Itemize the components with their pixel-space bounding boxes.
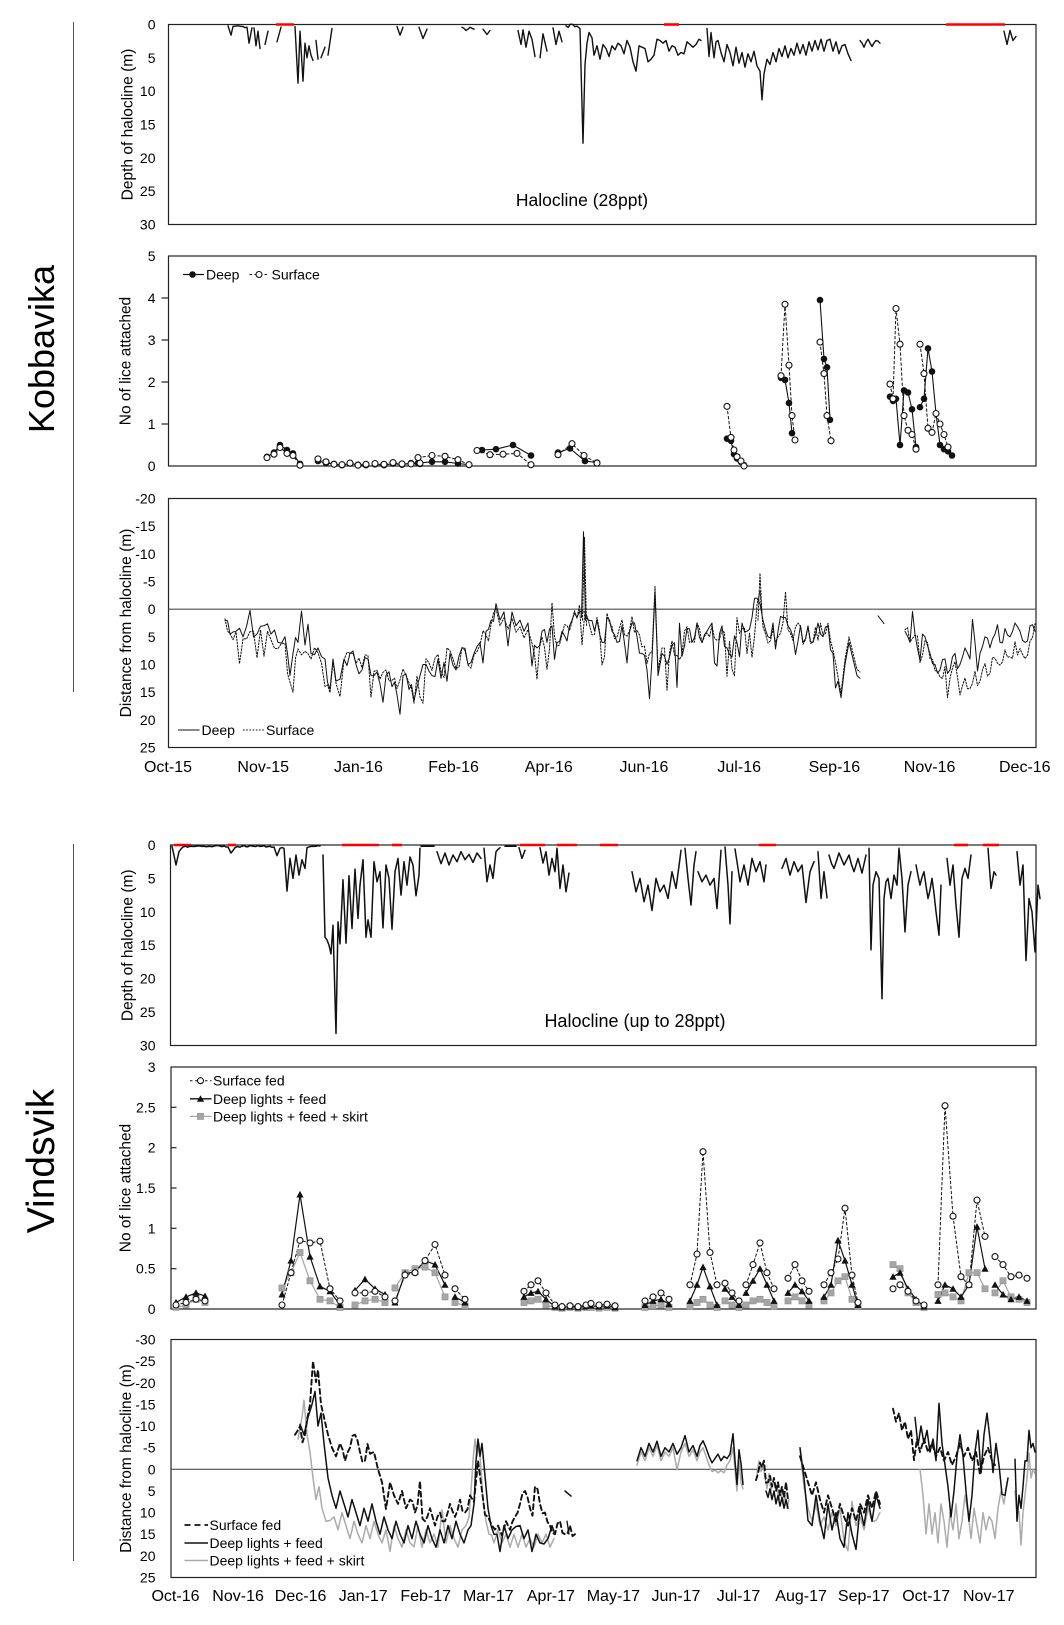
svg-text:15: 15: [140, 1526, 156, 1542]
svg-text:25: 25: [140, 1004, 156, 1020]
svg-text:-25: -25: [135, 1353, 155, 1369]
svg-text:Mar-17: Mar-17: [463, 1588, 514, 1605]
svg-text:20: 20: [140, 712, 156, 728]
svg-text:5: 5: [148, 870, 156, 886]
svg-text:3: 3: [148, 332, 156, 348]
svg-text:Depth of halocline (m): Depth of halocline (m): [120, 869, 137, 1021]
svg-text:Deep lights + feed + skirt: Deep lights + feed + skirt: [213, 1108, 368, 1124]
svg-text:-10: -10: [135, 1418, 155, 1434]
svg-text:Depth of halocline (m): Depth of halocline (m): [120, 49, 137, 201]
svg-text:25: 25: [140, 740, 156, 756]
svg-text:0: 0: [148, 458, 156, 474]
svg-text:10: 10: [140, 904, 156, 920]
svg-text:15: 15: [140, 937, 156, 953]
svg-text:-5: -5: [143, 1440, 156, 1456]
svg-text:0: 0: [148, 1301, 156, 1317]
svg-text:Vindsvik: Vindsvik: [20, 1088, 63, 1233]
svg-text:Aug-17: Aug-17: [775, 1588, 827, 1605]
svg-text:Distance from halocline (m): Distance from halocline (m): [118, 529, 135, 718]
svg-text:3: 3: [148, 1059, 156, 1075]
svg-text:May-17: May-17: [587, 1588, 640, 1605]
svg-text:Apr-16: Apr-16: [525, 759, 573, 776]
svg-text:No of lice attached: No of lice attached: [118, 297, 135, 425]
svg-text:Jan-17: Jan-17: [339, 1588, 388, 1605]
svg-text:Kobbavika: Kobbavika: [21, 264, 62, 433]
svg-text:Jun-17: Jun-17: [652, 1588, 701, 1605]
svg-text:Dec-16: Dec-16: [275, 1588, 327, 1605]
svg-text:Distance from halocline (m): Distance from halocline (m): [118, 1364, 135, 1553]
svg-text:1.5: 1.5: [136, 1180, 156, 1196]
svg-text:0: 0: [148, 17, 156, 33]
svg-text:Deep lights + feed: Deep lights + feed: [213, 1091, 326, 1107]
svg-text:10: 10: [140, 1505, 156, 1521]
svg-text:Nov-15: Nov-15: [237, 759, 289, 776]
svg-text:-15: -15: [135, 518, 155, 534]
svg-text:Halocline (up to 28ppt): Halocline (up to 28ppt): [544, 1011, 725, 1031]
svg-text:25: 25: [140, 183, 156, 199]
svg-text:Oct-15: Oct-15: [144, 759, 192, 776]
svg-text:-5: -5: [143, 574, 156, 590]
svg-text:Halocline (28ppt): Halocline (28ppt): [516, 190, 648, 210]
svg-text:Surface fed: Surface fed: [210, 1517, 282, 1533]
svg-text:20: 20: [140, 971, 156, 987]
svg-text:Nov-17: Nov-17: [963, 1588, 1015, 1605]
svg-text:Nov-16: Nov-16: [904, 759, 956, 776]
svg-text:2: 2: [148, 1140, 156, 1156]
svg-text:Jan-16: Jan-16: [334, 759, 383, 776]
svg-text:-30: -30: [135, 1332, 155, 1348]
svg-text:0: 0: [148, 601, 156, 617]
svg-text:0: 0: [148, 1461, 156, 1477]
svg-text:Feb-17: Feb-17: [400, 1588, 451, 1605]
svg-text:1: 1: [148, 416, 156, 432]
svg-text:Jun-16: Jun-16: [620, 759, 669, 776]
svg-text:Sep-16: Sep-16: [809, 759, 861, 776]
svg-text:1: 1: [148, 1220, 156, 1236]
svg-text:-20: -20: [135, 491, 155, 507]
svg-text:Deep: Deep: [202, 722, 236, 738]
svg-text:25: 25: [140, 1570, 156, 1586]
svg-text:20: 20: [140, 1548, 156, 1564]
svg-text:-15: -15: [135, 1396, 155, 1412]
svg-text:Nov-16: Nov-16: [212, 1588, 264, 1605]
svg-text:30: 30: [140, 217, 156, 233]
svg-text:Apr-17: Apr-17: [527, 1588, 575, 1605]
svg-text:Surface: Surface: [266, 722, 314, 738]
svg-text:-10: -10: [135, 546, 155, 562]
svg-text:Surface fed: Surface fed: [213, 1073, 285, 1089]
svg-text:Oct-17: Oct-17: [902, 1588, 950, 1605]
svg-text:Deep: Deep: [206, 267, 240, 283]
svg-text:2: 2: [148, 374, 156, 390]
svg-text:5: 5: [148, 629, 156, 645]
svg-text:2.5: 2.5: [136, 1099, 156, 1115]
svg-text:Deep lights + feed + skirt: Deep lights + feed + skirt: [210, 1553, 365, 1569]
svg-text:4: 4: [148, 290, 156, 306]
svg-text:Deep lights + feed: Deep lights + feed: [210, 1535, 323, 1551]
svg-text:15: 15: [140, 684, 156, 700]
svg-text:20: 20: [140, 150, 156, 166]
svg-text:0.5: 0.5: [136, 1261, 156, 1277]
svg-text:Feb-16: Feb-16: [428, 759, 479, 776]
svg-text:5: 5: [148, 50, 156, 66]
svg-text:-20: -20: [135, 1375, 155, 1391]
svg-text:0: 0: [148, 837, 156, 853]
svg-text:5: 5: [148, 1483, 156, 1499]
svg-text:Dec-16: Dec-16: [999, 759, 1051, 776]
svg-text:Sep-17: Sep-17: [838, 1588, 890, 1605]
svg-text:10: 10: [140, 657, 156, 673]
svg-text:No of lice attached: No of lice attached: [118, 1124, 135, 1252]
svg-text:Jul-17: Jul-17: [717, 1588, 761, 1605]
svg-text:Oct-16: Oct-16: [151, 1588, 199, 1605]
svg-text:Surface: Surface: [272, 267, 320, 283]
svg-text:30: 30: [140, 1038, 156, 1054]
svg-text:5: 5: [148, 248, 156, 264]
svg-text:Jul-16: Jul-16: [717, 759, 761, 776]
svg-text:15: 15: [140, 117, 156, 133]
svg-text:10: 10: [140, 83, 156, 99]
